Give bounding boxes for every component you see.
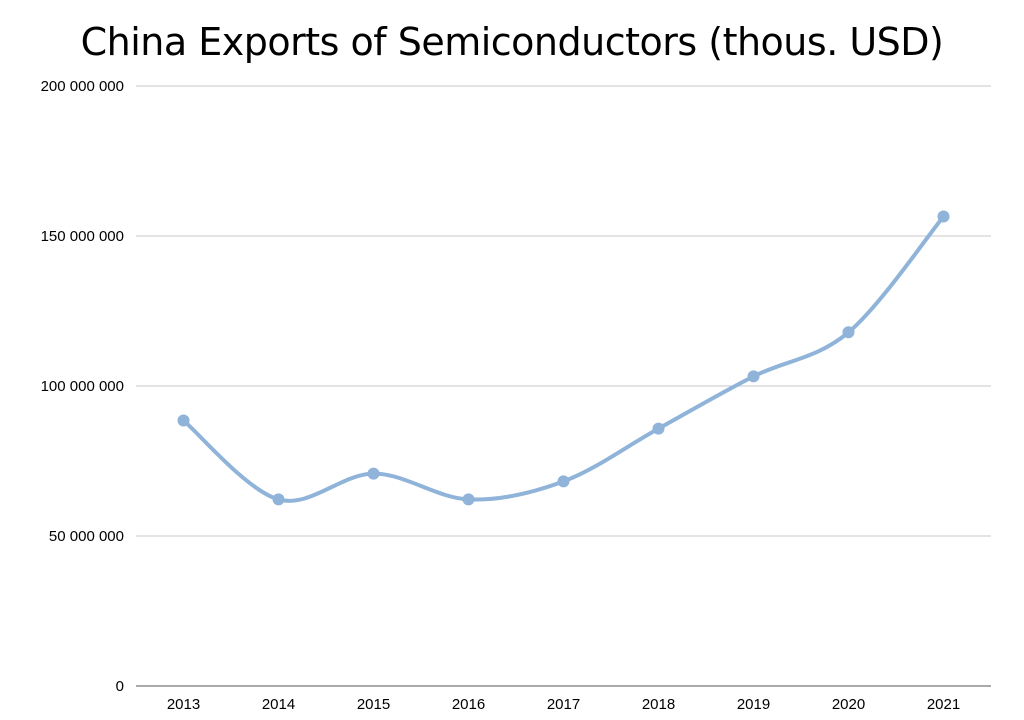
y-axis-tick-labels: 0 50 000 000 100 000 000 150 000 000 200 000…: [41, 78, 124, 695]
data-point: [652, 422, 665, 435]
gridlines: [136, 85, 991, 537]
x-tick-label: 2014: [262, 696, 295, 713]
x-tick-label: 2017: [547, 696, 580, 713]
data-point: [842, 326, 855, 339]
data-point: [937, 210, 950, 223]
y-tick-label: 200 000 000: [41, 78, 124, 95]
x-tick-label: 2020: [832, 696, 865, 713]
y-tick-label: 0: [116, 678, 124, 695]
series-group: [181, 214, 946, 503]
x-tick-label: 2021: [927, 696, 960, 713]
x-tick-label: 2018: [642, 696, 675, 713]
chart-title: China Exports of Semiconductors (thous. …: [80, 20, 944, 64]
x-tick-label: 2013: [167, 696, 200, 713]
x-tick-label: 2015: [357, 696, 390, 713]
data-point: [177, 414, 190, 427]
x-tick-label: 2019: [737, 696, 770, 713]
y-tick-label: 100 000 000: [41, 378, 124, 395]
y-tick-label: 50 000 000: [49, 528, 124, 545]
data-point: [367, 467, 380, 480]
data-point: [747, 370, 760, 383]
series-line: [181, 214, 946, 503]
data-point: [462, 493, 475, 506]
x-axis-tick-labels: 2013 2014 2015 2016 2017 2018 2019 2020 2021: [167, 696, 960, 713]
data-point: [557, 475, 570, 488]
data-point: [272, 493, 285, 506]
x-tick-label: 2016: [452, 696, 485, 713]
data-point-markers: [177, 210, 950, 506]
y-tick-label: 150 000 000: [41, 228, 124, 245]
